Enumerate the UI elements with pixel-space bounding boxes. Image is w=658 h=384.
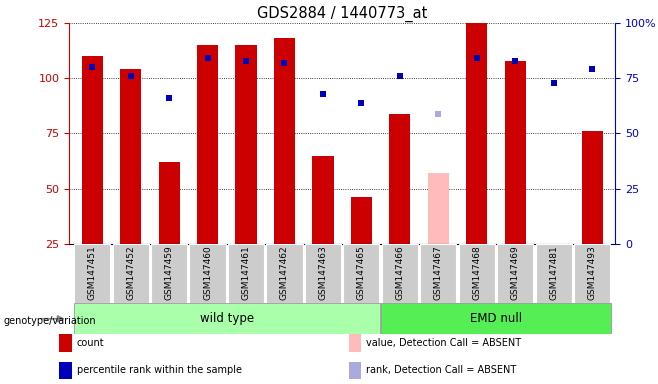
Bar bbox=[151, 244, 187, 303]
Bar bbox=[467, 23, 488, 244]
Text: count: count bbox=[76, 338, 104, 348]
Text: GSM147459: GSM147459 bbox=[164, 246, 174, 300]
Text: percentile rank within the sample: percentile rank within the sample bbox=[76, 365, 241, 375]
Bar bbox=[74, 244, 111, 303]
Bar bbox=[113, 244, 149, 303]
Bar bbox=[82, 56, 103, 244]
Bar bbox=[228, 244, 264, 303]
Text: GSM147466: GSM147466 bbox=[395, 246, 405, 300]
Bar bbox=[505, 61, 526, 244]
Bar bbox=[197, 45, 218, 244]
Text: rank, Detection Call = ABSENT: rank, Detection Call = ABSENT bbox=[366, 365, 517, 375]
Bar bbox=[190, 244, 226, 303]
Text: GSM147465: GSM147465 bbox=[357, 246, 366, 300]
Bar bbox=[536, 244, 572, 303]
Text: GSM147469: GSM147469 bbox=[511, 246, 520, 300]
Bar bbox=[382, 303, 611, 334]
Bar bbox=[236, 45, 257, 244]
Text: genotype/variation: genotype/variation bbox=[3, 316, 96, 326]
Bar bbox=[428, 173, 449, 244]
Text: GSM147460: GSM147460 bbox=[203, 246, 212, 300]
Text: value, Detection Call = ABSENT: value, Detection Call = ABSENT bbox=[366, 338, 521, 348]
Bar bbox=[305, 244, 341, 303]
Bar bbox=[159, 162, 180, 244]
Bar bbox=[349, 362, 361, 379]
Text: GSM147462: GSM147462 bbox=[280, 246, 289, 300]
Text: GSM147467: GSM147467 bbox=[434, 246, 443, 300]
Bar bbox=[59, 362, 72, 379]
Bar bbox=[349, 334, 361, 352]
Bar bbox=[382, 244, 418, 303]
Text: GSM147463: GSM147463 bbox=[318, 246, 328, 300]
Text: GSM147452: GSM147452 bbox=[126, 246, 135, 300]
Bar bbox=[582, 131, 603, 244]
Text: wild type: wild type bbox=[200, 312, 254, 325]
Bar bbox=[74, 303, 380, 334]
Bar bbox=[574, 244, 610, 303]
Bar bbox=[313, 156, 334, 244]
Text: GSM147461: GSM147461 bbox=[241, 246, 251, 300]
Bar bbox=[497, 244, 533, 303]
Bar bbox=[274, 38, 295, 244]
Text: GSM147481: GSM147481 bbox=[549, 246, 558, 300]
Bar bbox=[343, 244, 380, 303]
Bar bbox=[59, 334, 72, 352]
Bar bbox=[459, 244, 495, 303]
Bar bbox=[120, 70, 141, 244]
Text: GSM147451: GSM147451 bbox=[88, 246, 97, 300]
Bar bbox=[351, 197, 372, 244]
Title: GDS2884 / 1440773_at: GDS2884 / 1440773_at bbox=[257, 5, 427, 22]
Bar bbox=[266, 244, 303, 303]
Bar bbox=[420, 244, 457, 303]
Text: EMD null: EMD null bbox=[470, 312, 522, 325]
Bar bbox=[390, 114, 411, 244]
Text: GSM147493: GSM147493 bbox=[588, 246, 597, 300]
Text: GSM147468: GSM147468 bbox=[472, 246, 481, 300]
